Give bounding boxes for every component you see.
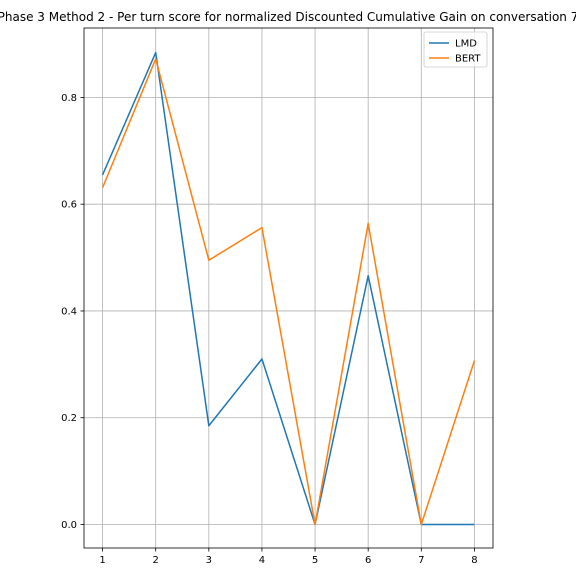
chart-title: Phase 3 Method 2 - Per turn score for no… (0, 10, 576, 24)
legend-label-lmd: LMD (455, 39, 477, 50)
y-tick-label: 0.8 (61, 93, 77, 104)
series-line-lmd (101, 51, 475, 526)
series-line-bert (101, 58, 476, 526)
x-tick-label: 7 (418, 555, 424, 566)
x-tick-label: 8 (471, 555, 477, 566)
legend: LMD BERT (423, 31, 488, 68)
x-tick-label: 3 (206, 555, 212, 566)
ticks: 1 2 3 4 5 6 7 8 0.0 0.2 0.4 0.6 0.8 (61, 93, 478, 566)
legend-label-bert: BERT (455, 54, 481, 65)
x-tick-label: 1 (99, 555, 105, 566)
y-tick-label: 0.4 (61, 306, 77, 317)
plot-frame (83, 27, 494, 549)
x-tick-label: 6 (365, 555, 371, 566)
x-tick-label: 2 (153, 555, 159, 566)
y-tick-label: 0.6 (61, 200, 77, 211)
grid (84, 28, 493, 548)
y-tick-label: 0.2 (61, 413, 77, 424)
series-layer (101, 51, 476, 526)
y-tick-label: 0.0 (61, 520, 77, 531)
x-tick-label: 5 (312, 555, 318, 566)
x-tick-label: 4 (259, 555, 265, 566)
